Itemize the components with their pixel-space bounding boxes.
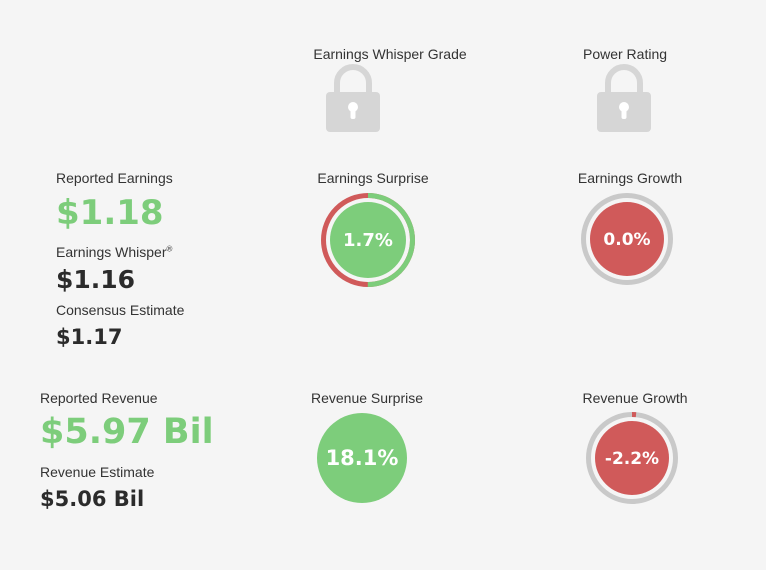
revenue-surprise-label: Revenue Surprise [310, 390, 424, 406]
whisper-grade-label: Earnings Whisper Grade [313, 46, 467, 62]
earnings-surprise-ring-arc [321, 193, 415, 287]
earnings-growth-value: 0.0% [603, 230, 650, 250]
earnings-surprise-label: Earnings Surprise [317, 170, 429, 186]
revenue-estimate-label: Revenue Estimate [40, 464, 155, 480]
earnings-growth-gauge: 0.0% [581, 193, 673, 285]
reported-revenue-value: $5.97 Bil [40, 412, 214, 452]
power-rating-lock-icon[interactable] [595, 63, 653, 133]
revenue-growth-label: Revenue Growth [582, 390, 688, 406]
registered-mark: ® [166, 244, 173, 254]
revenue-growth-ring-arc [586, 412, 678, 504]
reported-earnings-value: $1.18 [56, 193, 164, 233]
revenue-estimate-value: $5.06 Bil [40, 487, 145, 511]
power-rating-label: Power Rating [582, 46, 668, 62]
earnings-surprise-gauge: 1.7% [321, 193, 415, 287]
earnings-whisper-value: $1.16 [56, 265, 136, 294]
earnings-growth-ring-track [581, 193, 673, 285]
earnings-whisper-label: Earnings Whisper® [56, 244, 173, 260]
earnings-growth-label: Earnings Growth [577, 170, 683, 186]
earnings-growth-disc [590, 202, 664, 276]
revenue-growth-gauge: -2.2% [586, 412, 678, 504]
consensus-estimate-value: $1.17 [56, 325, 123, 349]
revenue-growth-value: -2.2% [605, 449, 659, 469]
reported-earnings-label: Reported Earnings [56, 170, 173, 186]
reported-revenue-label: Reported Revenue [40, 390, 158, 406]
revenue-surprise-value: 18.1% [326, 446, 399, 470]
revenue-surprise-disc [317, 413, 407, 503]
earnings-surprise-disc [330, 202, 406, 278]
earnings-surprise-value: 1.7% [343, 230, 393, 251]
whisper-grade-lock-icon[interactable] [324, 63, 382, 133]
revenue-surprise-gauge: 18.1% [317, 413, 407, 503]
consensus-estimate-label: Consensus Estimate [56, 302, 185, 318]
revenue-growth-disc [595, 421, 669, 495]
